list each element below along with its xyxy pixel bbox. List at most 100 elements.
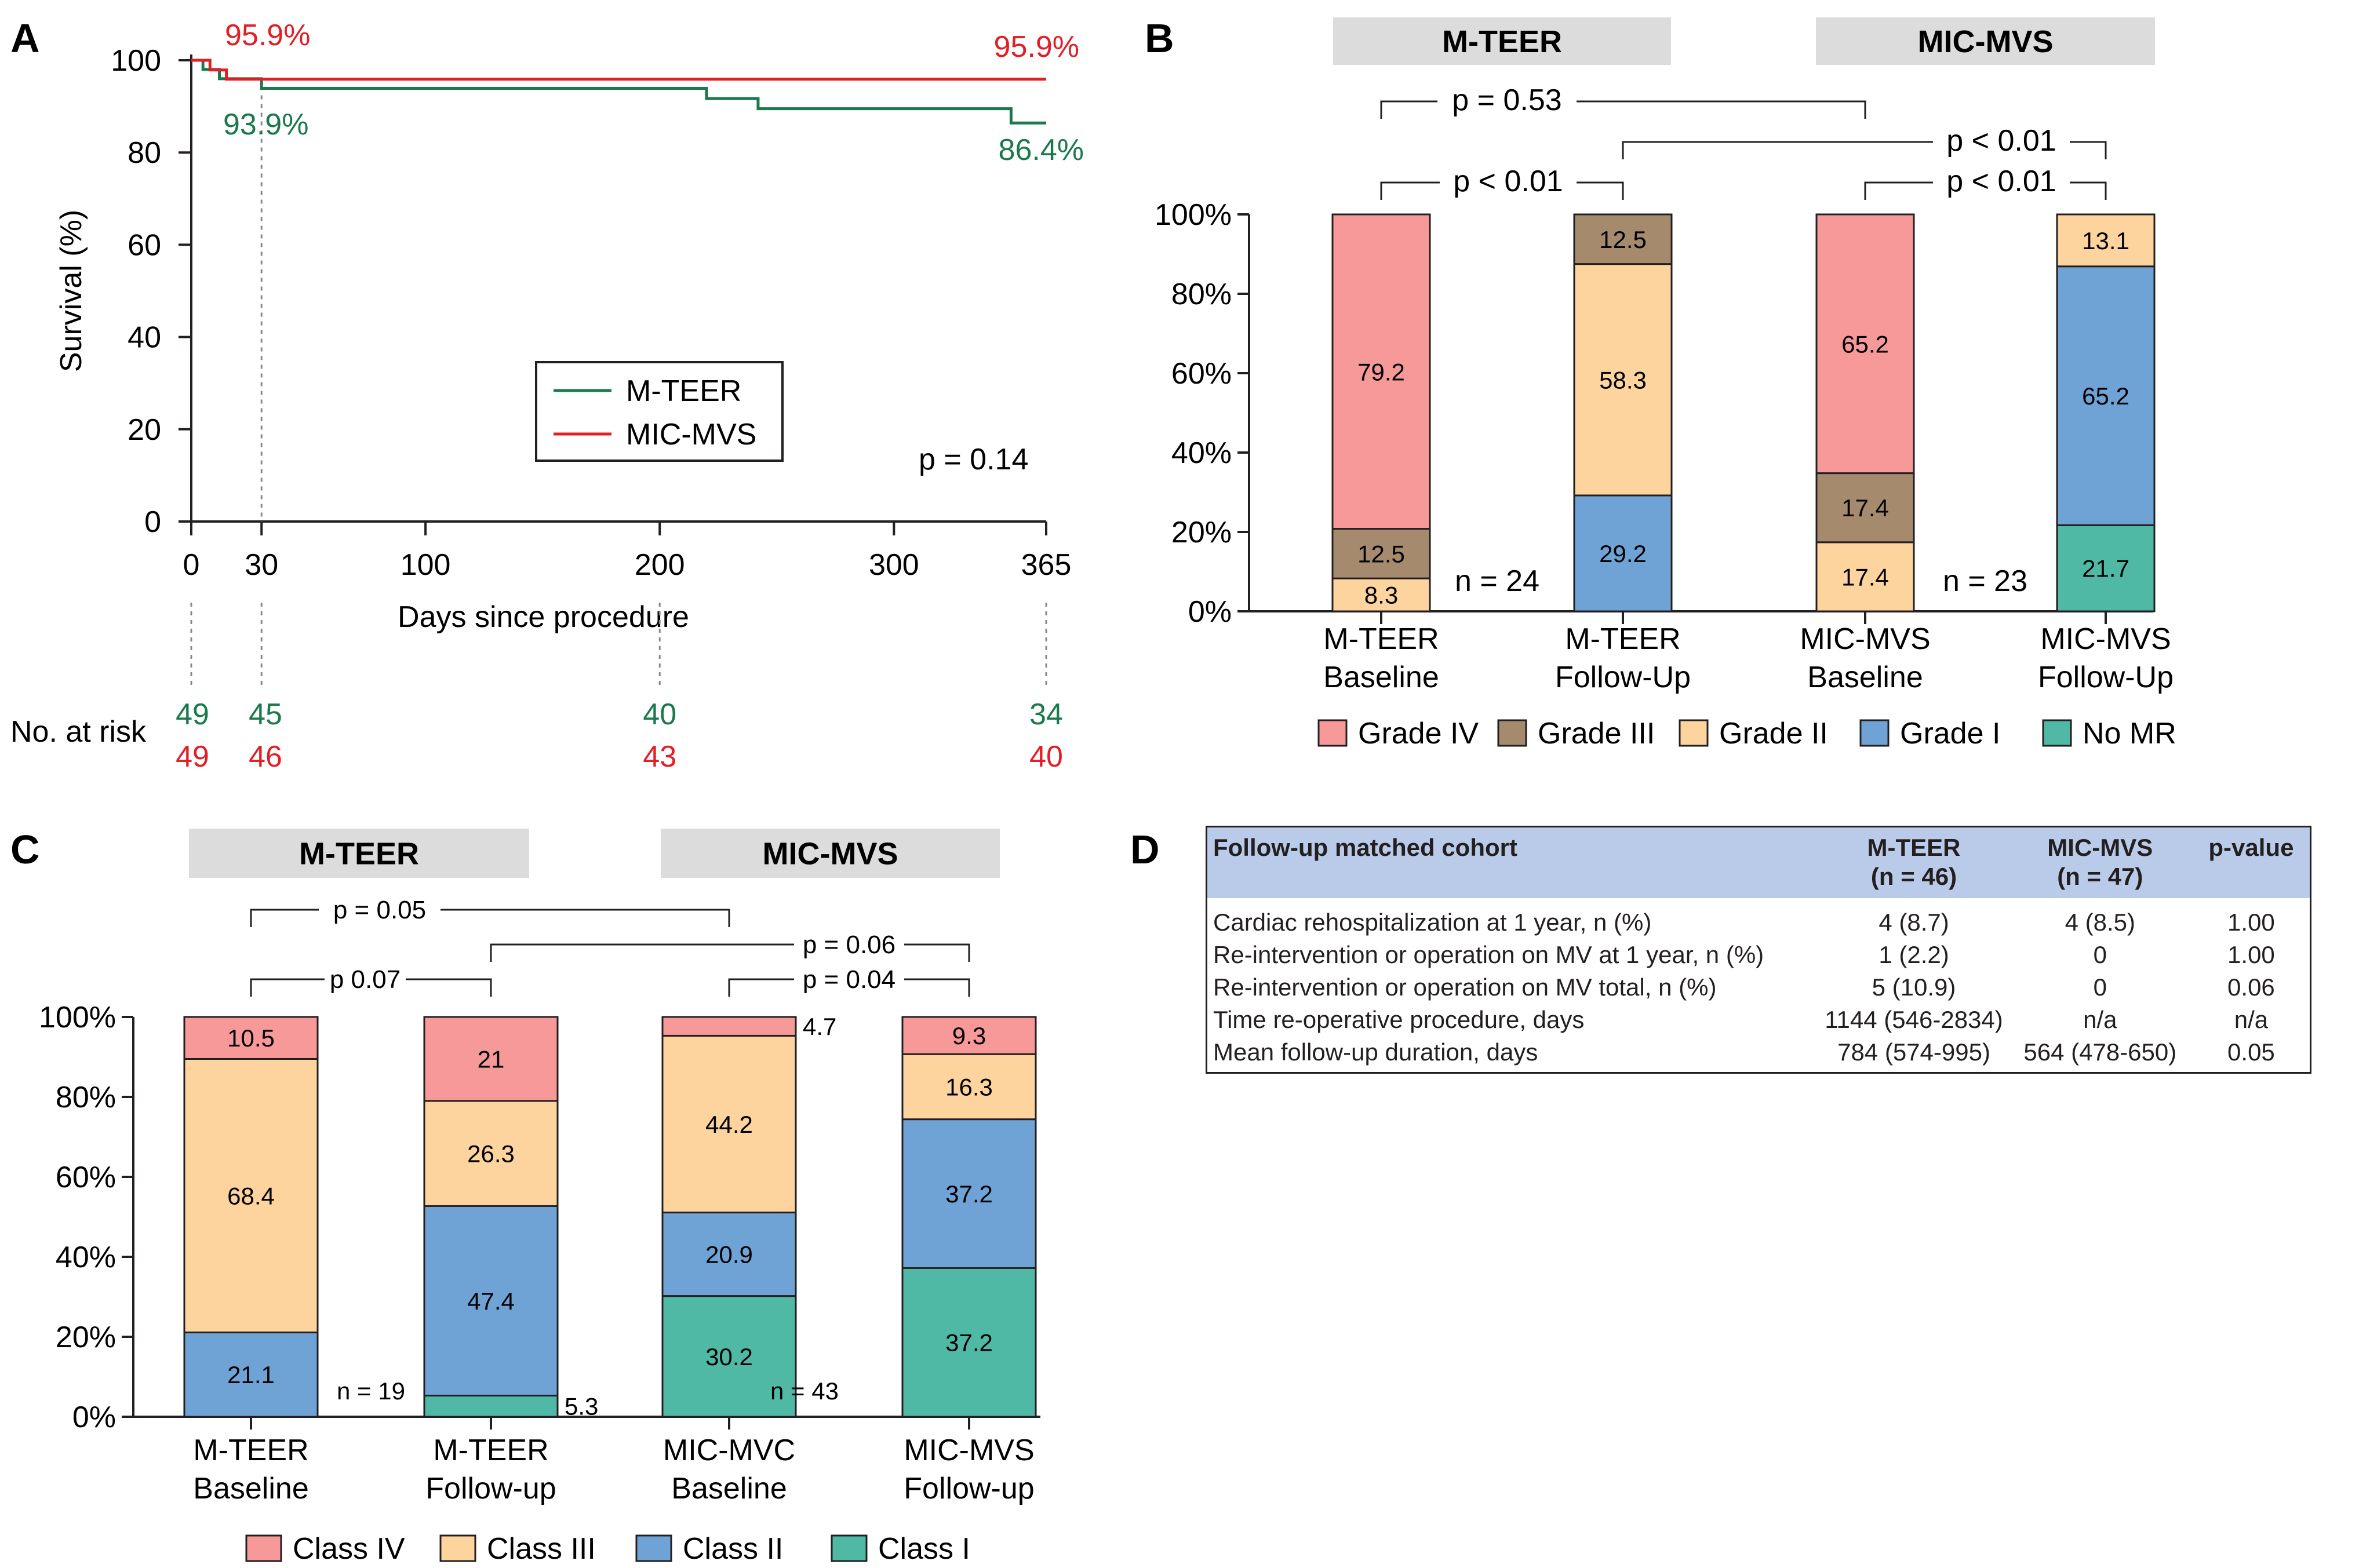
bar-value-label: 30.2: [705, 1343, 753, 1370]
panel-letter-a: A: [10, 16, 40, 61]
bar-value-label: 12.5: [1599, 226, 1647, 253]
cell-micmvs: 564 (478-650): [2023, 1038, 2177, 1066]
bar-segment-grade-ii: [1331, 577, 1431, 612]
y-tick-label: 0: [144, 505, 161, 539]
bar-value-label: 9.3: [952, 1022, 986, 1049]
table-header-micmvs: MIC-MVS (n = 47): [2007, 826, 2193, 898]
legend-label-class-iii: Class III: [487, 1532, 596, 1566]
header-text: M-TEER (n = 46): [1867, 834, 1961, 890]
table-header-row: Follow-up matched cohort M-TEER (n = 46) …: [1206, 826, 2311, 898]
risk-table-label: No. at risk: [10, 715, 147, 749]
bar-value-label: 47.4: [467, 1288, 515, 1315]
cell-mteer: 5 (10.9): [1872, 973, 1956, 1001]
legend-label-no-mr: No MR: [2083, 717, 2176, 750]
bar-segment-class-iii: [423, 1100, 559, 1207]
bar-value-label: 44.2: [705, 1111, 753, 1138]
legend-swatch-grade-iv: [1317, 719, 1348, 747]
follow-up-table: Follow-up matched cohort M-TEER (n = 46) …: [1206, 826, 2311, 1074]
m-teer-365d-label: 86.4%: [999, 133, 1084, 167]
y-tick-label: 80: [128, 136, 161, 170]
cell-pvalue: 1.00: [2227, 941, 2275, 968]
sample-size-label: n = 19: [337, 1377, 405, 1405]
panel-letter-b: B: [1145, 16, 1174, 61]
bar-value-label: 17.4: [1841, 563, 1889, 590]
bar-segment-grade-iii: [1331, 528, 1431, 579]
p-value-label: p < 0.01: [1946, 165, 2056, 198]
table-row: Cardiac rehospitalization at 1 year, n (…: [1207, 898, 2311, 939]
x-tick-label: 0: [183, 548, 200, 582]
p-value-label: p = 0.14: [919, 443, 1028, 476]
x-category-label: MIC-MVS Baseline: [1800, 622, 1930, 694]
header-text: Follow-up matched cohort: [1213, 834, 1517, 861]
bar-segment-grade-ii: [1573, 263, 1673, 497]
km-survival-chart: 0 20 40 60 80 100 0 30 100 200 300 365 Days since pr…: [10, 19, 1084, 774]
bar-segment-grade-i: [1573, 494, 1673, 612]
p-value-label: p < 0.01: [1946, 124, 2056, 158]
p-value-bracket: [490, 943, 970, 962]
x-axis-title: Days since procedure: [398, 600, 689, 634]
y-tick-label: 40%: [1171, 436, 1232, 470]
x-tick-label: 100: [401, 548, 451, 582]
legend-label-grade-i: Grade I: [1900, 717, 2000, 750]
row-label: Mean follow-up duration, days: [1213, 1038, 1538, 1066]
group-header-label: M-TEER: [1442, 24, 1562, 59]
table-header-cohort: Follow-up matched cohort: [1206, 826, 1821, 898]
group-header-label: MIC-MVS: [1918, 24, 2054, 59]
group-header-box: [661, 829, 1000, 878]
p-value-bracket: [1864, 181, 2107, 200]
bar-segment-grade-iii: [1573, 213, 1673, 265]
y-tick-label: 0%: [1188, 595, 1232, 629]
x-category-label: M-TEER Follow-up: [425, 1434, 556, 1505]
y-tick-label: 40%: [56, 1241, 116, 1274]
cell-mteer: 784 (574-995): [1837, 1038, 1990, 1066]
p-value-bracket: [1380, 181, 1624, 200]
bar-segment-class-ii: [661, 1211, 797, 1297]
group-header-box: [1816, 17, 2155, 65]
legend-label-class-ii: Class II: [683, 1532, 783, 1566]
legend-swatch-class-ii: [635, 1534, 672, 1562]
legend-swatch-grade-iii: [1497, 719, 1527, 747]
bar-segment-grade-ii: [2056, 213, 2156, 268]
p-value-bracket: [1380, 100, 1866, 119]
cell-pvalue: n/a: [2234, 1006, 2269, 1033]
header-text: p-value: [2208, 834, 2294, 861]
p-value-label: p = 0.53: [1452, 83, 1561, 117]
bar-value-label: 13.1: [2082, 227, 2129, 254]
bar-value-label: 37.2: [945, 1180, 993, 1208]
y-tick-label: 100%: [39, 1001, 116, 1034]
table-row: Re-intervention or operation on MV total…: [1207, 971, 2311, 1004]
x-category-label: M-TEER Follow-Up: [1555, 622, 1691, 694]
y-tick-label: 80%: [1171, 278, 1232, 311]
x-category-label: M-TEER Baseline: [193, 1434, 308, 1505]
bar-value-label: 29.2: [1599, 540, 1647, 567]
mic-mvs-30d-label: 95.9%: [225, 19, 310, 52]
sample-size-label: n = 23: [1943, 564, 2027, 598]
y-tick-label: 20%: [1171, 516, 1232, 549]
risk-mteer-value: 45: [249, 698, 282, 731]
legend-label-grade-iv: Grade IV: [1358, 717, 1479, 750]
y-tick-label: 60: [128, 228, 161, 262]
bar-value-label: 26.3: [467, 1140, 515, 1168]
legend-swatch-class-i: [831, 1534, 868, 1562]
risk-micmvs-value: 46: [249, 740, 282, 774]
p-value-label: p < 0.01: [1453, 165, 1563, 198]
risk-mteer-value: 40: [643, 698, 676, 731]
p-value-bracket: [250, 978, 492, 997]
legend-swatch-grade-i: [1859, 719, 1890, 747]
y-tick-label: 100: [111, 44, 161, 78]
bar-value-label: 37.2: [945, 1329, 993, 1356]
bar-value-label: 16.3: [945, 1073, 993, 1100]
risk-micmvs-value: 40: [1029, 740, 1063, 774]
x-tick-label: 30: [245, 548, 278, 582]
bar-value-label: 4.7: [803, 1013, 836, 1040]
nyha-class-stacked-chart: M-TEER MIC-MVS 0% 20% 40% 60% 80% 100% 21.1 68.4 1…: [39, 829, 1040, 1566]
m-teer-30d-label: 93.9%: [223, 108, 308, 141]
cell-mteer: 4 (8.7): [1879, 909, 1949, 936]
legend-swatch-no-mr: [2042, 719, 2072, 747]
bar-segment-class-iv: [661, 1016, 797, 1037]
row-label: Re-intervention or operation on MV total…: [1213, 973, 1717, 1001]
group-header-label: M-TEER: [299, 837, 419, 871]
p-value-bracket: [250, 909, 730, 927]
p-value-label: p 0.07: [330, 965, 401, 994]
